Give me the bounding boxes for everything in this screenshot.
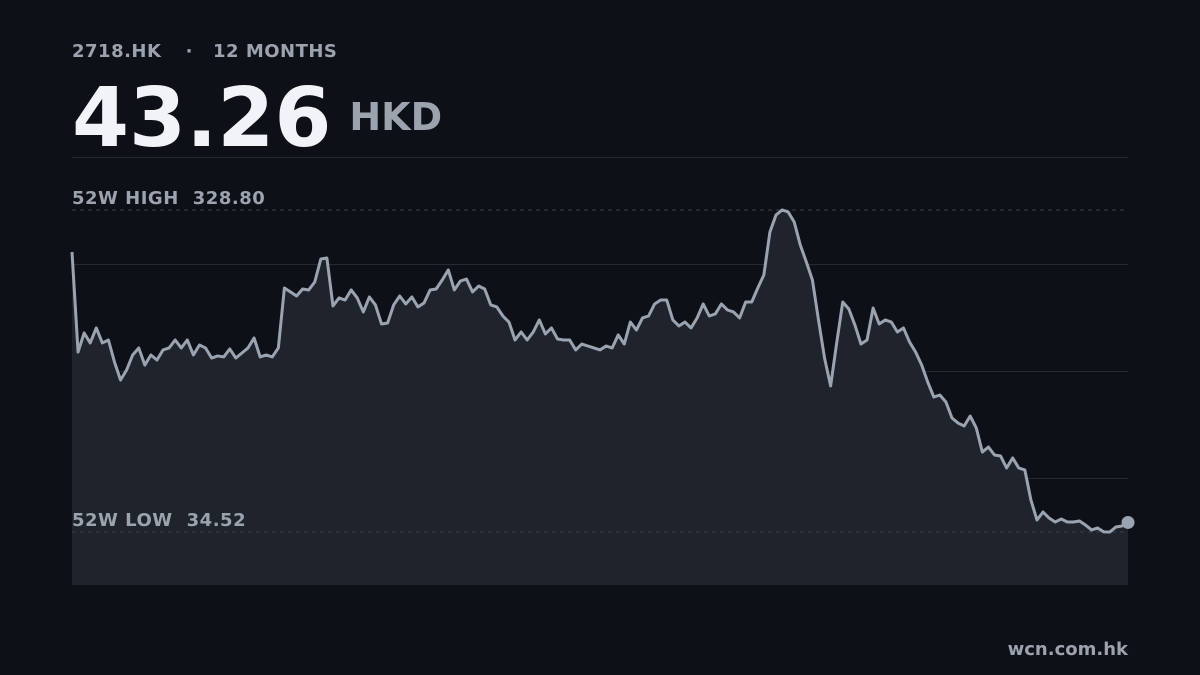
currency: HKD: [349, 95, 442, 139]
plot: 52W HIGH 328.80 52W LOW 34.52: [70, 188, 1135, 585]
source: wcn.com.hk: [1008, 639, 1129, 660]
last-point: [1121, 515, 1135, 529]
reference-label: 52W LOW: [72, 510, 173, 531]
separator: ·: [186, 41, 193, 62]
price-line: [70, 208, 1129, 534]
ticker: 2718.HK: [72, 41, 162, 62]
reference-value: 34.52: [187, 510, 246, 531]
reference-label: 52W HIGH: [72, 188, 179, 209]
period: 12 MONTHS: [213, 41, 337, 62]
price: 43.26: [72, 71, 331, 166]
reference-value: 328.80: [193, 188, 265, 209]
